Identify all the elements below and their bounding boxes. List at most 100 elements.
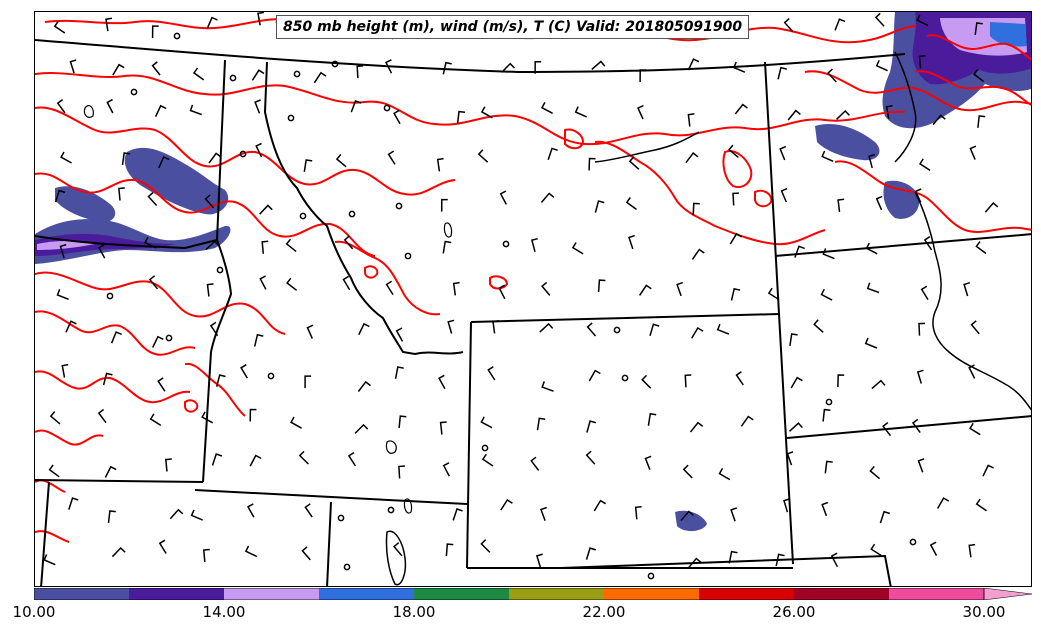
wind-barb [968, 364, 976, 379]
shading-area-northwest-2 [124, 147, 229, 215]
wind-barb [440, 198, 448, 212]
lake-idaho [443, 222, 453, 238]
wind-barb [110, 331, 122, 344]
wind-barb [588, 157, 596, 171]
wind-barb [649, 323, 660, 337]
wind-barb [591, 60, 606, 70]
wind-barb [692, 202, 700, 216]
wind-barb [105, 17, 113, 32]
wind-barb [730, 287, 741, 301]
wind-barb [61, 363, 69, 378]
wind-barb [574, 106, 587, 118]
wind-barb [586, 322, 597, 337]
colorbar-label-22: 22.00 [582, 603, 626, 621]
wind-barb [783, 18, 794, 33]
wind-barb [202, 548, 210, 562]
state-boundaries [35, 39, 1031, 586]
calm-wind-marker [287, 114, 295, 122]
calm-wind-marker [165, 334, 173, 342]
wind-barb [158, 156, 170, 169]
wind-barb [780, 187, 788, 203]
colorbar-label-10: 10.00 [12, 603, 56, 621]
wind-barb [824, 460, 833, 474]
wind-barb [830, 552, 839, 568]
wind-barb [354, 423, 369, 434]
border-oregon-washington [35, 235, 218, 250]
lake-salt [385, 530, 407, 586]
calm-wind-marker [348, 210, 356, 218]
wind-barb [65, 320, 77, 333]
calm-wind-marker [481, 444, 489, 452]
wind-barb [687, 113, 695, 127]
wind-barb [534, 61, 542, 74]
wind-barb [97, 408, 107, 424]
wind-barb [306, 324, 314, 339]
wind-barb [767, 287, 780, 301]
colorbar-swatch [699, 588, 794, 600]
wind-barb [647, 412, 657, 426]
wind-barb [151, 25, 159, 39]
calm-wind-marker [239, 150, 247, 158]
colorbar-swatch [224, 588, 319, 600]
wind-barb [498, 284, 506, 300]
wind-barb [929, 541, 938, 556]
calm-wind-marker [299, 212, 307, 220]
wind-barb [157, 377, 166, 392]
wind-barb [540, 506, 547, 522]
colorbar-label-30: 30.00 [962, 603, 1006, 621]
wind-barb [147, 192, 158, 207]
wind-barb [975, 498, 987, 512]
wind-barb [691, 326, 704, 339]
colorbar-swatch [889, 588, 984, 600]
colorbar-swatch [794, 588, 889, 600]
wind-barb [357, 380, 371, 392]
wind-barb [43, 554, 56, 566]
wind-barb [536, 417, 546, 431]
wind-barb [121, 152, 131, 166]
temperature-shading [35, 12, 1031, 532]
wind-barb [255, 142, 263, 158]
calm-wind-marker [229, 74, 237, 82]
wind-barb [452, 281, 460, 296]
wind-barb [786, 451, 794, 466]
wind-barb [286, 277, 298, 291]
wind-barb [358, 322, 370, 336]
wind-barb [691, 248, 705, 260]
wind-barb [540, 102, 553, 114]
wind-barb [865, 242, 878, 255]
wind-barb [813, 319, 824, 333]
wind-barb [154, 104, 167, 118]
wind-barb [730, 507, 738, 522]
wind-barb [501, 62, 516, 73]
wind-barb [837, 198, 845, 212]
map-canvas [35, 12, 1031, 586]
wind-barb [879, 510, 891, 524]
wind-barb [641, 374, 652, 389]
wind-barb [540, 192, 555, 203]
wind-barb [530, 237, 538, 252]
shading-area-northwest-core [37, 241, 95, 250]
wind-barb [682, 464, 693, 479]
calm-wind-marker [621, 374, 629, 382]
colorbar-label-18: 18.00 [392, 603, 436, 621]
wind-barb [920, 285, 929, 300]
wind-barb [59, 243, 67, 259]
wind-barb [637, 104, 644, 120]
wind-barb [914, 188, 922, 203]
wind-barb [456, 110, 466, 124]
wind-barb [870, 543, 882, 557]
wind-barb [970, 320, 980, 335]
wind-barb [49, 411, 61, 425]
wind-barb [303, 159, 313, 172]
wind-barb [728, 550, 738, 564]
calm-wind-marker [383, 104, 391, 112]
wind-barb [205, 240, 220, 251]
wind-barb [480, 416, 493, 429]
wind-barb [790, 376, 803, 389]
river-east [894, 51, 917, 163]
lake-west [83, 104, 94, 118]
wind-barb [585, 450, 596, 465]
wind-barb [343, 235, 354, 250]
wind-barb [48, 464, 60, 478]
border-idaho-nevada-utah [194, 489, 468, 505]
